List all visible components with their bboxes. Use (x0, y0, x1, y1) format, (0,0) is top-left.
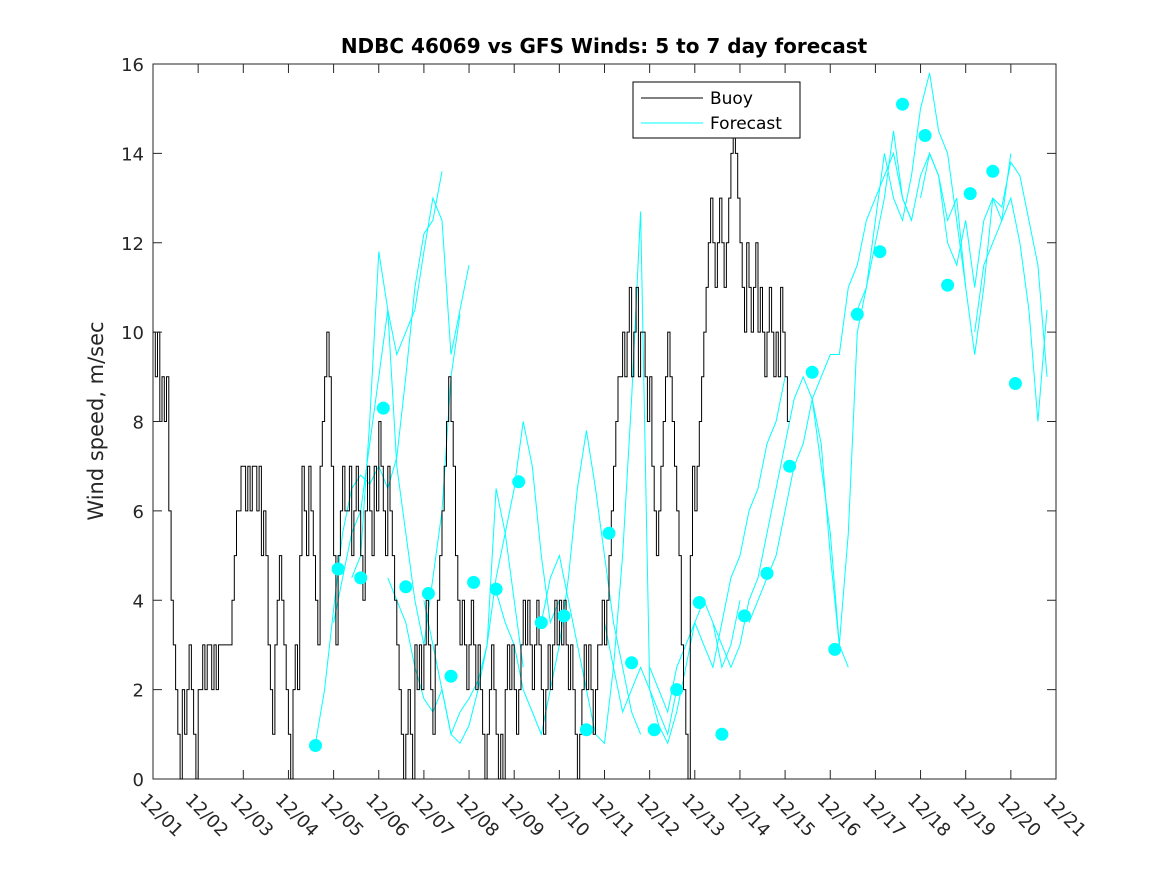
forecast-point-0 (309, 739, 322, 752)
y-tick-label-6: 12 (121, 234, 144, 255)
forecast-line-6 (540, 211, 678, 745)
legend: Buoy Forecast (632, 81, 801, 139)
y-tick-label-7: 14 (121, 144, 144, 165)
forecast-line-10 (748, 151, 912, 623)
forecast-line-1 (333, 196, 470, 623)
forecast-point-5 (421, 587, 435, 600)
y-tick-label-5: 10 (121, 323, 144, 344)
y-tick-label-8: 16 (121, 55, 144, 76)
forecast-point-24 (850, 307, 864, 321)
forecast-point-17 (692, 596, 706, 609)
chart-title: NDBC 46069 vs GFS Winds: 5 to 7 day fore… (341, 34, 868, 58)
forecast-point-14 (625, 656, 639, 670)
legend-label-buoy: Buoy (710, 89, 753, 109)
forecast-point-18 (715, 727, 729, 741)
forecast-line-14 (974, 196, 1048, 422)
forecast-point-12 (579, 723, 593, 737)
forecast-point-25 (873, 245, 887, 259)
forecast-point-8 (489, 582, 503, 596)
forecast-point-2 (354, 571, 368, 585)
forecast-point-31 (1008, 377, 1022, 390)
forecast-point-4 (399, 580, 413, 594)
forecast-point-7 (467, 575, 481, 589)
legend-label-forecast: Forecast (710, 114, 782, 134)
forecast-line-3 (387, 488, 524, 745)
plot-area: 024681012141612/0112/0212/0312/0412/0512… (121, 55, 1090, 841)
forecast-point-27 (918, 129, 932, 142)
forecast-line-4 (423, 421, 560, 737)
forecast-line-11 (811, 72, 967, 645)
forecast-point-19 (738, 609, 751, 623)
y-tick-label-1: 2 (133, 681, 144, 702)
axes-frame (152, 63, 1057, 780)
forecast-line-13 (920, 151, 1048, 377)
forecast-point-21 (783, 459, 797, 473)
forecast-point-9 (512, 475, 526, 489)
legend-box (632, 81, 801, 139)
y-tick-label-3: 6 (133, 502, 144, 523)
forecast-point-30 (986, 164, 1000, 178)
forecast-point-3 (376, 401, 390, 415)
forecast-point-28 (941, 278, 955, 292)
y-tick-label-4: 8 (133, 413, 144, 434)
y-tick-label-0: 0 (133, 770, 144, 791)
forecast-line-5 (495, 430, 642, 737)
forecast-point-16 (670, 683, 684, 697)
buoy-line (153, 108, 790, 780)
forecast-point-20 (760, 566, 774, 580)
forecast-point-29 (963, 187, 977, 201)
forecast-point-13 (602, 526, 616, 540)
forecast-point-11 (557, 609, 571, 623)
y-axis-label: Wind speed, m/sec (84, 321, 108, 520)
forecast-point-6 (444, 669, 458, 683)
forecast-point-23 (828, 642, 842, 656)
forecast-point-10 (534, 616, 548, 630)
y-tick-label-2: 4 (133, 591, 144, 612)
forecast-point-1 (331, 562, 345, 576)
forecast-point-22 (805, 365, 819, 379)
forecast-point-15 (647, 723, 661, 737)
forecast-point-26 (896, 97, 909, 111)
